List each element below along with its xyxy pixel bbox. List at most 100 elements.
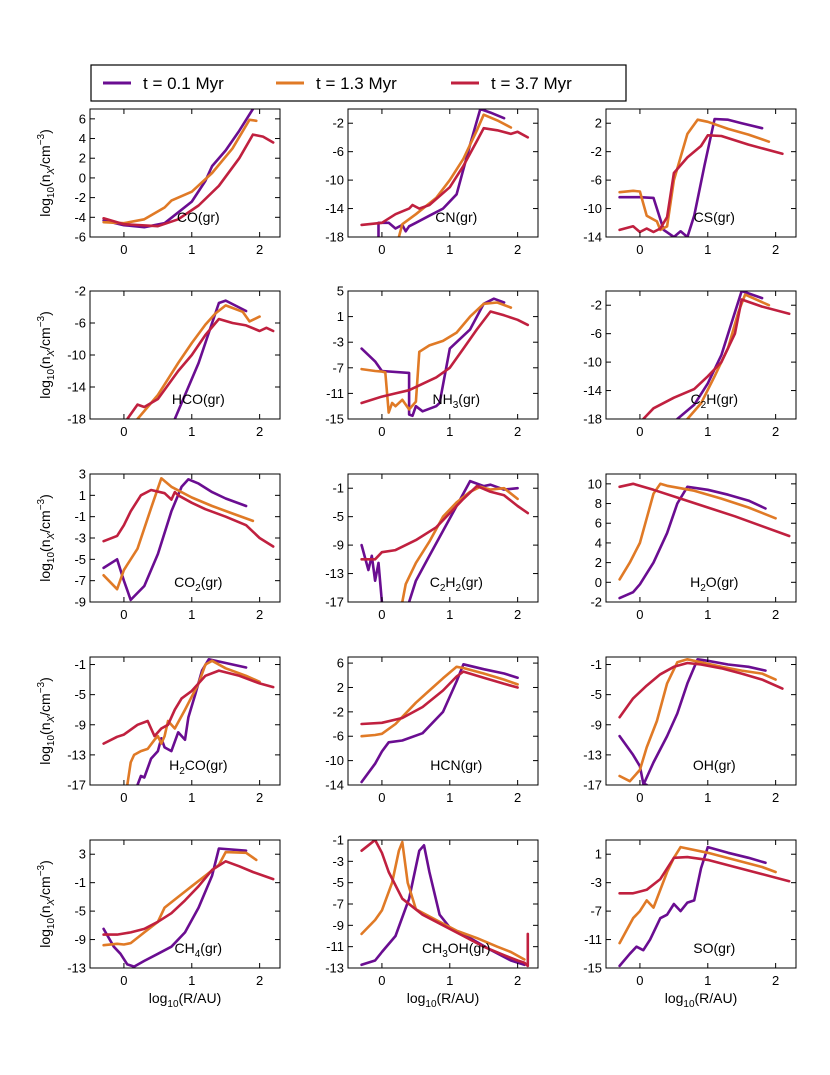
x-tick-label: 0 — [378, 790, 385, 805]
panel-8-species-label: C2H2(gr) — [430, 574, 483, 594]
series-line — [360, 301, 513, 414]
panel-1-series — [102, 109, 275, 229]
y-tick-label: -13 — [325, 961, 344, 976]
x-tick-label: 1 — [704, 790, 711, 805]
series-line — [377, 109, 506, 237]
x-tick-label: 0 — [120, 424, 127, 439]
panel-1: -6 -4 -2 0 2 4 6 0 1 2 CO(gr) — [74, 108, 281, 257]
y-tick-label: -15 — [583, 961, 602, 976]
series-line — [102, 118, 258, 225]
x-tick-label: 2 — [772, 973, 779, 988]
panel-4-series — [126, 299, 275, 419]
y-tick-label: 6 — [595, 516, 602, 531]
series-line — [360, 670, 519, 726]
panel-6-series — [642, 291, 791, 419]
y-tick-label: -14 — [325, 201, 344, 216]
x-tick-label: 1 — [446, 424, 453, 439]
x-tick-label: 1 — [446, 607, 453, 622]
y-tick-label: -13 — [67, 747, 86, 762]
y-tick-label: -3 — [332, 335, 344, 350]
panel-2-frame — [347, 108, 539, 238]
y-tick-label: -5 — [74, 552, 86, 567]
y-tick-label: 8 — [595, 496, 602, 511]
panel-11-species-label: HCN(gr) — [430, 757, 482, 773]
y-tick-label: -14 — [325, 778, 344, 793]
legend-label-2: t = 1.3 Myr — [316, 74, 397, 93]
legend-label-3: t = 3.7 Myr — [491, 74, 572, 93]
series-line — [360, 840, 530, 968]
panel-10-series — [102, 658, 275, 785]
panel-5: -15 -11 -7 -3 1 5 0 1 2 NH3(gr) — [325, 284, 539, 439]
series-line — [102, 478, 248, 602]
y-tick-label: 2 — [337, 680, 344, 695]
series-line — [360, 126, 530, 227]
y-tick-label: -2 — [590, 298, 602, 313]
panel-7-series — [102, 477, 275, 602]
y-tick-label: -10 — [325, 753, 344, 768]
panel-12-frame — [605, 656, 797, 786]
x-tick-label: 1 — [446, 790, 453, 805]
y-tick-label: -5 — [74, 904, 86, 919]
y-tick-label: -13 — [583, 747, 602, 762]
y-tick-label: -17 — [325, 595, 344, 610]
y-tick-label: -2 — [74, 190, 86, 205]
x-axis-label-col-1: log10(R/AU) — [149, 990, 222, 1010]
y-tick-label: -2 — [74, 284, 86, 299]
y-tick-label: -9 — [74, 717, 86, 732]
panel-3-species-label: CS(gr) — [694, 209, 735, 225]
panel-15-species-label: SO(gr) — [693, 940, 735, 956]
series-line — [126, 317, 275, 419]
legend-label-1: t = 0.1 Myr — [143, 74, 224, 93]
panel-10-species-label: H2CO(gr) — [169, 757, 227, 777]
y-tick-label: 0 — [595, 575, 602, 590]
x-axis-label-col-3: log10(R/AU) — [665, 990, 738, 1010]
y-tick-label: 4 — [595, 535, 602, 550]
panel-11-series — [360, 663, 519, 784]
panel-2-series — [360, 109, 530, 237]
panel-1-frame — [89, 108, 281, 238]
y-tick-label: 2 — [79, 151, 86, 166]
y-tick-label: -9 — [74, 932, 86, 947]
x-tick-label: 2 — [772, 790, 779, 805]
y-tick-label: -9 — [590, 717, 602, 732]
legend: t = 0.1 Myr t = 1.3 Myr t = 3.7 Myr — [90, 64, 627, 102]
y-tick-label: -1 — [74, 657, 86, 672]
x-tick-label: 0 — [636, 973, 643, 988]
x-tick-label: 1 — [188, 973, 195, 988]
y-tick-label: -9 — [332, 918, 344, 933]
y-tick-label: -7 — [74, 573, 86, 588]
panel-11-frame — [347, 656, 539, 786]
x-tick-label: 1 — [446, 242, 453, 257]
series-line — [102, 133, 275, 228]
panel-14: -13 -11 -9 -7 -5 -3 -1 0 1 2 CH3OH(gr) — [325, 833, 539, 988]
y-tick-label: -2 — [332, 116, 344, 131]
y-tick-label: 2 — [595, 555, 602, 570]
y-tick-label: -2 — [590, 595, 602, 610]
x-tick-label: 2 — [772, 242, 779, 257]
y-tick-label: -10 — [583, 355, 602, 370]
x-tick-label: 2 — [514, 607, 521, 622]
y-axis-label-row-2: log10(nX/cm−3) — [36, 311, 57, 399]
y-tick-label: 3 — [79, 847, 86, 862]
y-tick-label: -3 — [74, 531, 86, 546]
y-tick-label: -9 — [332, 538, 344, 553]
x-axis-label-col-2: log10(R/AU) — [407, 990, 480, 1010]
panel-3: -14 -10 -6 -2 2 0 1 2 CS(gr) — [583, 108, 797, 257]
panel-13-species-label: CH4(gr) — [175, 940, 223, 960]
y-tick-label: -13 — [67, 961, 86, 976]
panel-2: -18 -14 -10 -6 -2 0 1 2 CN(gr) — [325, 108, 539, 257]
y-tick-label: -17 — [67, 778, 86, 793]
x-tick-label: 2 — [256, 790, 263, 805]
y-tick-label: -5 — [332, 875, 344, 890]
panel-8: -17 -13 -9 -5 -1 0 1 2 C2H2(gr) — [325, 473, 539, 622]
y-tick-label: -10 — [67, 348, 86, 363]
series-line — [401, 485, 519, 602]
y-tick-label: -5 — [332, 509, 344, 524]
y-tick-label: -13 — [325, 566, 344, 581]
y-tick-label: -1 — [332, 481, 344, 496]
x-tick-label: 0 — [636, 607, 643, 622]
x-tick-label: 2 — [256, 424, 263, 439]
series-line — [618, 845, 767, 968]
